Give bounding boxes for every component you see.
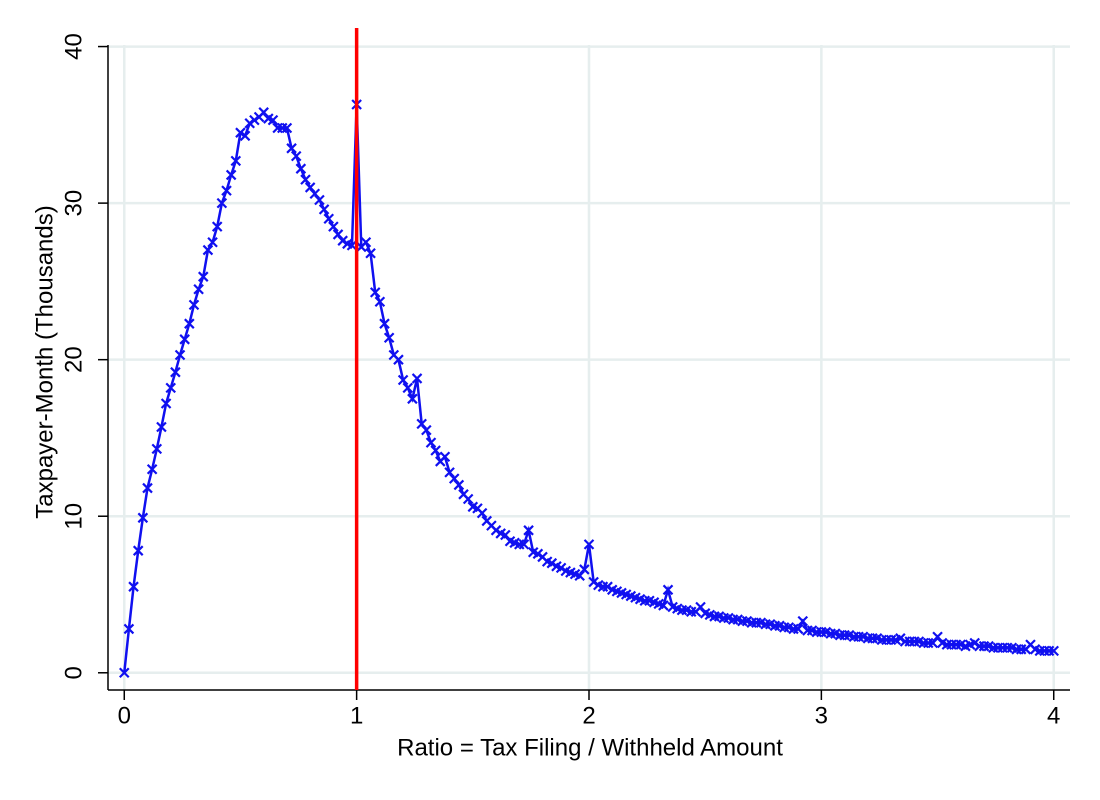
marker — [518, 539, 530, 550]
marker — [383, 332, 395, 344]
marker — [286, 143, 297, 154]
marker — [407, 393, 418, 405]
marker — [202, 244, 214, 256]
marker — [500, 529, 511, 541]
marker — [462, 493, 474, 505]
marker — [165, 382, 177, 394]
marker — [695, 601, 706, 613]
marker — [160, 398, 172, 409]
marker — [416, 418, 427, 430]
marker — [216, 197, 228, 209]
marker — [197, 271, 209, 282]
marker — [225, 169, 237, 181]
marker — [430, 445, 441, 456]
x-tick-label: 3 — [815, 702, 828, 729]
marker — [267, 114, 279, 126]
marker — [170, 366, 181, 378]
marker — [156, 421, 167, 433]
marker — [179, 334, 190, 345]
x-tick-label: 4 — [1047, 702, 1060, 729]
marker — [439, 451, 451, 463]
marker — [927, 637, 939, 649]
marker — [184, 318, 195, 329]
marker — [174, 349, 186, 361]
marker — [411, 373, 423, 384]
marker — [211, 221, 223, 232]
marker — [448, 473, 460, 484]
marker — [123, 623, 135, 635]
marker — [932, 631, 943, 643]
marker — [523, 525, 534, 536]
marker — [393, 354, 404, 365]
marker — [239, 130, 251, 142]
marker — [309, 188, 321, 200]
marker — [221, 185, 232, 196]
marker — [188, 299, 200, 311]
y-tick-label: 30 — [60, 190, 87, 217]
marker — [128, 581, 139, 592]
marker — [137, 512, 149, 524]
x-tick-label: 1 — [350, 702, 363, 729]
marker — [295, 163, 307, 174]
marker — [658, 600, 669, 611]
marker — [230, 155, 242, 167]
y-tick-label: 0 — [60, 666, 87, 679]
marker — [318, 204, 330, 215]
marker — [281, 122, 293, 134]
marker — [369, 287, 381, 298]
marker — [379, 318, 390, 329]
y-tick-label: 40 — [60, 33, 87, 60]
marker — [421, 424, 432, 436]
marker — [193, 283, 204, 295]
y-tick-label: 20 — [60, 346, 87, 373]
marker — [797, 615, 809, 627]
marker — [151, 443, 163, 455]
marker — [583, 539, 595, 550]
marker — [476, 507, 488, 519]
marker — [258, 107, 269, 118]
marker — [792, 623, 804, 635]
marker — [374, 296, 386, 308]
marker — [397, 374, 409, 386]
marker — [1048, 645, 1060, 657]
marker — [300, 174, 311, 185]
y-axis-label: Taxpayer-Month (Thousands) — [31, 205, 58, 518]
marker — [132, 545, 144, 556]
marker — [142, 482, 153, 494]
x-tick-label: 0 — [118, 702, 131, 729]
marker — [290, 150, 302, 162]
marker — [425, 437, 437, 448]
marker — [207, 236, 218, 248]
marker — [304, 182, 316, 193]
marker — [118, 667, 130, 679]
marker — [365, 247, 376, 259]
marker — [332, 229, 344, 240]
marker — [323, 213, 335, 225]
marker — [360, 236, 372, 248]
marker — [328, 221, 339, 232]
marker — [314, 194, 325, 206]
marker — [444, 467, 455, 478]
x-axis-label: Ratio = Tax Filing / Withheld Amount — [397, 734, 783, 761]
y-tick-label: 10 — [60, 503, 87, 530]
marker — [146, 463, 158, 475]
x-tick-label: 2 — [582, 702, 595, 729]
marker — [574, 570, 585, 581]
marker — [662, 584, 674, 596]
marker — [453, 479, 465, 491]
marker — [579, 564, 590, 575]
marker — [402, 382, 414, 394]
